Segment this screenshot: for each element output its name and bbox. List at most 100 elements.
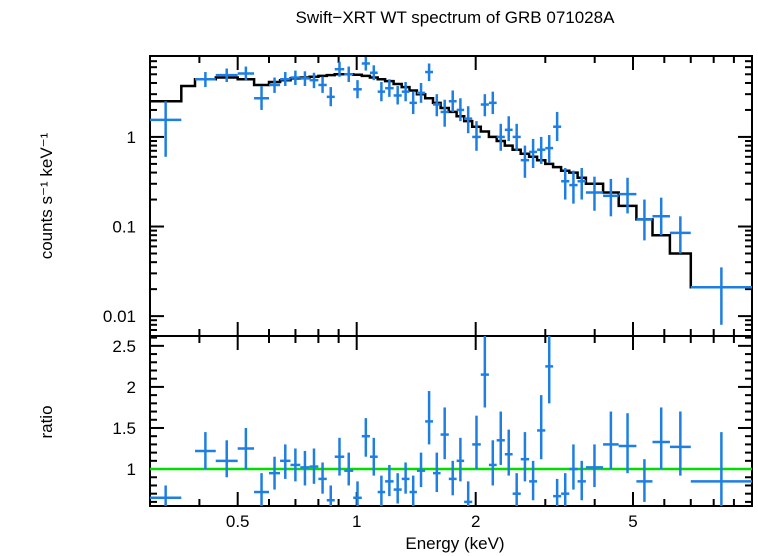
- spectrum-data-point: [496, 123, 505, 151]
- chart-title: Swift−XRT WT spectrum of GRB 071028A: [296, 8, 616, 27]
- spectrum-data-point: [369, 65, 378, 81]
- ratio-data-point: [520, 432, 530, 482]
- ratio-data-point: [344, 452, 354, 486]
- spectrum-y-tick-label: 0.01: [103, 307, 136, 326]
- ratio-data-point: [290, 448, 301, 482]
- spectrum-data-point: [618, 177, 637, 214]
- ratio-data-point: [425, 391, 434, 445]
- model-step-line: [150, 73, 752, 289]
- spectrum-data-point: [254, 86, 269, 110]
- ratio-data-point: [318, 462, 327, 494]
- spectrum-data-point: [488, 91, 497, 115]
- spectrum-panel-frame: [149, 55, 753, 337]
- spectrum-data-point: [215, 68, 238, 83]
- spectrum-data-point: [603, 178, 619, 217]
- spectrum-data-point: [385, 79, 394, 97]
- ratio-data-point: [577, 460, 586, 501]
- spectrum-data-point: [318, 76, 327, 93]
- ratio-data-point: [268, 456, 281, 490]
- spectrum-data-point: [334, 61, 345, 77]
- ratio-data-point: [353, 481, 362, 506]
- spectrum-data-point: [290, 70, 301, 85]
- ratio-data-point: [237, 427, 255, 470]
- spectrum-data-point: [456, 98, 465, 122]
- ratio-data-point: [401, 462, 410, 494]
- spectrum-y-axis-label: counts s⁻¹ keV⁻¹: [37, 132, 56, 259]
- spectrum-panel: 0.01 0.1 1 counts s⁻¹ keV⁻¹: [37, 55, 753, 337]
- ratio-data-point: [585, 444, 604, 488]
- spectrum-data-point: [577, 167, 586, 200]
- spectrum-data-point: [464, 106, 473, 134]
- spectrum-data-point: [377, 82, 386, 102]
- ratio-y-tick-label: 1.5: [112, 419, 136, 438]
- ratio-data-point: [553, 478, 562, 506]
- spectrum-data-point: [401, 82, 410, 102]
- spectrum-data-point: [393, 86, 402, 105]
- ratio-data-point: [309, 448, 319, 484]
- spectrum-data-point: [636, 199, 653, 241]
- spectrum-data-point: [537, 136, 546, 164]
- ratio-panel: 1 1.5 2 2.5 ratio: [37, 335, 753, 507]
- spectrum-data-point: [472, 121, 481, 151]
- ratio-data-point: [669, 411, 691, 476]
- ratio-data-point: [512, 473, 521, 506]
- ratio-data-point: [537, 395, 546, 460]
- spectrum-data-point: [433, 94, 441, 117]
- spectrum-data-point: [669, 216, 691, 254]
- spectrum-data-point: [237, 66, 255, 81]
- ratio-data-point: [690, 432, 752, 506]
- ratio-data-point: [529, 460, 538, 501]
- ratio-data-point: [385, 464, 394, 497]
- spectrum-data-point: [520, 145, 530, 178]
- spectrum-data-point: [326, 87, 335, 107]
- ratio-data-point: [254, 473, 269, 506]
- spectrum-data-point: [425, 63, 434, 82]
- ratio-data-point: [416, 452, 426, 488]
- spectrum-data-point: [480, 94, 489, 117]
- spectrum-data-point: [512, 123, 521, 151]
- spectrum-data-point: [280, 72, 291, 87]
- x-axis-label: Energy (keV): [405, 534, 504, 553]
- spectrum-data-point: [553, 111, 562, 142]
- spectrum-data-point: [561, 167, 570, 200]
- spectrum-data-point: [361, 56, 370, 71]
- ratio-data-point: [150, 485, 182, 506]
- spectrum-data-point: [150, 101, 182, 157]
- spectrum-data-point: [448, 90, 457, 112]
- ratio-data-point: [561, 473, 570, 506]
- spectrum-data-point: [309, 72, 319, 89]
- spectrum-y-tick-label: 0.1: [112, 218, 136, 237]
- ratio-data-point: [488, 440, 497, 486]
- spectrum-data-point: [353, 80, 362, 99]
- spectrum-data-point: [690, 267, 752, 325]
- spectrum-data-point: [344, 66, 354, 83]
- spectrum-data-point: [300, 71, 310, 87]
- ratio-data-point: [448, 460, 457, 496]
- x-tick-label: 2: [471, 512, 480, 531]
- ratio-data-point: [480, 336, 489, 408]
- ratio-data-point: [603, 411, 619, 470]
- ratio-data-point: [215, 440, 238, 478]
- ratio-data-point: [440, 407, 449, 460]
- ratio-data-point: [361, 418, 370, 457]
- spectrum-data-point: [569, 170, 578, 204]
- ratio-data-point: [496, 411, 505, 465]
- ratio-data-point: [409, 475, 417, 506]
- ratio-data-point: [456, 437, 465, 482]
- ratio-data-point: [636, 459, 653, 502]
- spectrum-data-point: [545, 135, 554, 163]
- ratio-data-point: [472, 415, 481, 470]
- ratio-data-point: [569, 444, 578, 490]
- ratio-data-point: [393, 473, 402, 504]
- ratio-data-point: [369, 437, 378, 476]
- spectrum-y-tick-label: 1: [127, 128, 136, 147]
- ratio-panel-frame: [149, 335, 753, 507]
- ratio-data-point: [464, 481, 473, 506]
- ratio-data-point: [280, 444, 291, 479]
- ratio-y-tick-label: 2.5: [112, 337, 136, 356]
- ratio-data-point: [377, 475, 386, 506]
- spectrum-data-point: [268, 77, 281, 93]
- spectrum-data-point: [529, 138, 538, 168]
- ratio-data-point: [300, 450, 310, 486]
